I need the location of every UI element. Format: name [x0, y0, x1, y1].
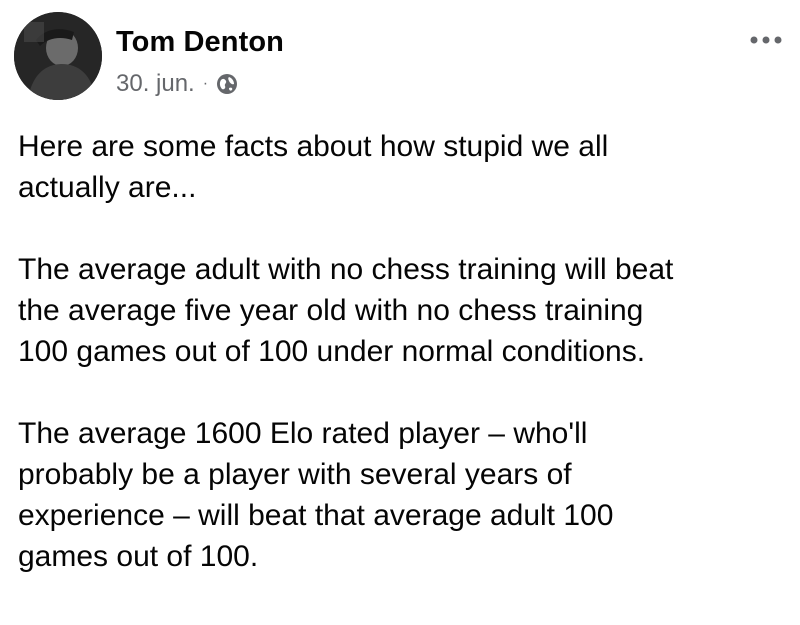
post-header: Tom Denton 30. jun. ·: [14, 12, 786, 102]
more-options-button[interactable]: [746, 26, 786, 54]
post-paragraph-1: Here are some facts about how stupid we …: [18, 130, 609, 204]
post-date[interactable]: 30. jun.: [116, 70, 195, 97]
more-options-icon: [750, 36, 782, 44]
post-meta: 30. jun. ·: [116, 70, 238, 98]
author-name[interactable]: Tom Denton: [116, 26, 284, 58]
avatar[interactable]: [14, 12, 102, 100]
post-text: Here are some facts about how stupid we …: [18, 126, 778, 577]
post-paragraph-2: The average adult with no chess training…: [18, 253, 674, 368]
meta-separator: ·: [202, 75, 209, 92]
post-paragraph-3: The average 1600 Elo rated player – who'…: [18, 417, 614, 573]
globe-icon: [216, 73, 238, 95]
avatar-photo: [14, 12, 102, 100]
